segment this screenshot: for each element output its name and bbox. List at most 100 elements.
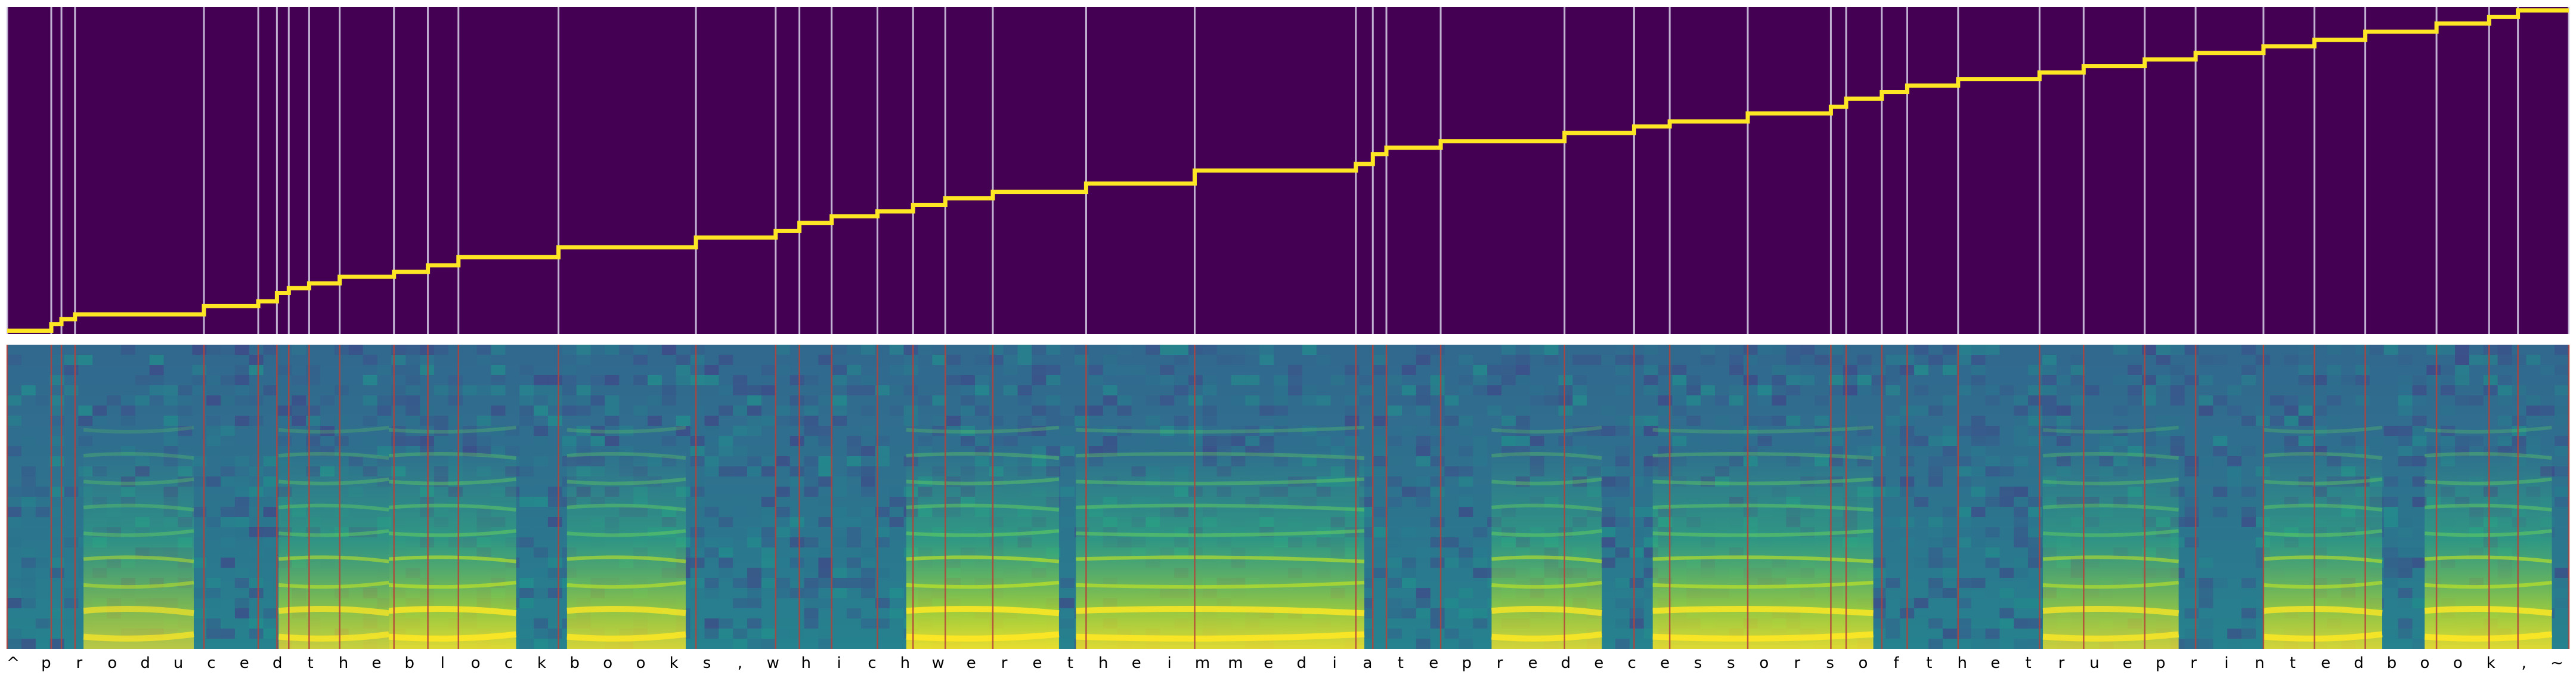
spectrogram-noise-cell (847, 365, 861, 375)
spectrogram-noise-cell (1942, 527, 1957, 537)
spectrogram-noise-cell (234, 345, 249, 355)
spectrogram-noise-cell (1885, 487, 1900, 497)
spectrogram-noise-cell (704, 629, 719, 639)
spectrogram-noise-cell (832, 537, 847, 547)
spectrogram-noise-cell (1956, 629, 1971, 639)
spectrogram-noise-cell (2398, 568, 2413, 578)
spectrogram-noise-cell (1701, 355, 1715, 365)
spectrogram-noise-cell (1459, 558, 1473, 568)
spectrogram-noise-cell (1658, 395, 1673, 406)
spectrogram-noise-cell (2312, 375, 2327, 385)
spectrogram-noise-cell (1658, 426, 1673, 436)
spectrogram-noise-cell (434, 345, 448, 355)
spectrogram-noise-cell (1459, 608, 1473, 618)
spectrogram-noise-cell (2327, 375, 2342, 385)
spectrogram-noise-cell (661, 436, 676, 446)
spectrogram-noise-cell (249, 547, 264, 558)
harmonic-band (566, 555, 686, 564)
spectrogram-noise-cell (576, 406, 591, 416)
spectrogram-noise-cell (1715, 416, 1729, 426)
token-label: c (868, 654, 876, 672)
spectrogram-noise-cell (64, 588, 79, 598)
harmonic-band (2424, 451, 2552, 460)
spectrogram-noise-cell (206, 436, 221, 446)
spectrogram-noise-cell (761, 416, 776, 426)
spectrogram-noise-cell (2412, 436, 2427, 446)
spectrogram-noise-cell (2199, 618, 2213, 629)
spectrogram-noise-cell (1729, 345, 1744, 355)
spectrogram-noise-cell (2014, 456, 2029, 466)
spectrogram-noise-cell (234, 517, 249, 527)
spectrogram-noise-cell (576, 355, 591, 365)
token-label: o (1859, 654, 1868, 672)
token-label: e (1132, 654, 1141, 672)
spectrogram-noise-cell (1999, 487, 2014, 497)
token-label: s (703, 654, 711, 672)
spectrogram-noise-cell (1430, 385, 1445, 395)
spectrogram-noise-cell (1971, 527, 1986, 537)
spectrogram-noise-cell (547, 497, 562, 507)
token-label: o (636, 654, 646, 672)
spectrogram-noise-cell (1971, 436, 1986, 446)
spectrogram-noise-cell (889, 588, 904, 598)
token-label: e (1594, 654, 1603, 672)
spectrogram-noise-cell (1928, 355, 1943, 365)
spectrogram-noise-cell (733, 497, 748, 507)
spectrogram-noise-cell (1202, 345, 1217, 355)
spectrogram-noise-cell (21, 466, 36, 476)
token-label: w (932, 654, 945, 672)
spectrogram-noise-cell (875, 537, 890, 547)
spectrogram-noise-cell (49, 406, 64, 416)
spectrogram-noise-cell (1615, 456, 1630, 466)
spectrogram-noise-cell (2455, 355, 2469, 365)
spectrogram-noise-cell (476, 416, 491, 426)
spectrogram-noise-cell (1729, 426, 1744, 436)
spectrogram-noise-cell (804, 578, 819, 588)
token-label: r (1794, 654, 1800, 672)
token-label: d (1296, 654, 1306, 672)
spectrogram-noise-cell (1985, 385, 2000, 395)
spectrogram-noise-cell (1188, 345, 1203, 355)
spectrogram-noise-cell (1459, 547, 1473, 558)
spectrogram-noise-cell (306, 436, 321, 446)
spectrogram-noise-cell (1302, 426, 1317, 436)
spectrogram-noise-cell (163, 436, 178, 446)
spectrogram-noise-cell (747, 456, 761, 466)
harmonic-band (2424, 555, 2552, 564)
formant-region (278, 451, 389, 649)
spectrogram-noise-cell (391, 426, 406, 436)
spectrogram-noise-cell (1729, 395, 1744, 406)
spectrogram-noise-cell (1416, 608, 1431, 618)
spectrogram-noise-cell (1971, 416, 1986, 426)
spectrogram-noise-cell (1416, 355, 1431, 365)
spectrogram-noise-cell (2540, 365, 2555, 375)
spectrogram-noise-cell (534, 588, 548, 598)
spectrogram-noise-cell (1587, 355, 1602, 365)
spectrogram-noise-cell (733, 507, 748, 517)
spectrogram-noise-cell (2028, 497, 2042, 507)
spectrogram-noise-cell (192, 558, 207, 568)
spectrogram-noise-cell (2184, 507, 2199, 517)
harmonic-band (906, 477, 1060, 485)
spectrogram-noise-cell (547, 395, 562, 406)
spectrogram-noise-cell (1914, 497, 1928, 507)
spectrogram-noise-cell (1017, 345, 1032, 355)
spectrogram-noise-cell (1032, 406, 1046, 416)
spectrogram-noise-cell (1359, 375, 1374, 385)
spectrogram-noise-cell (2298, 375, 2313, 385)
spectrogram-noise-cell (2426, 365, 2441, 375)
spectrogram-noise-cell (590, 426, 605, 436)
spectrogram-noise-cell (206, 618, 221, 629)
spectrogram-noise-cell (64, 365, 79, 375)
spectrogram-noise-cell (405, 365, 420, 375)
spectrogram-noise-cell (2014, 436, 2029, 446)
spectrogram-noise-cell (519, 456, 534, 466)
spectrogram-noise-cell (2213, 436, 2228, 446)
harmonic-band (83, 555, 194, 564)
spectrogram-noise-cell (1615, 385, 1630, 395)
spectrogram-noise-cell (1672, 385, 1687, 395)
spectrogram-noise-cell (2199, 395, 2213, 406)
spectrogram-noise-cell (2512, 416, 2527, 426)
spectrogram-noise-cell (719, 446, 733, 456)
